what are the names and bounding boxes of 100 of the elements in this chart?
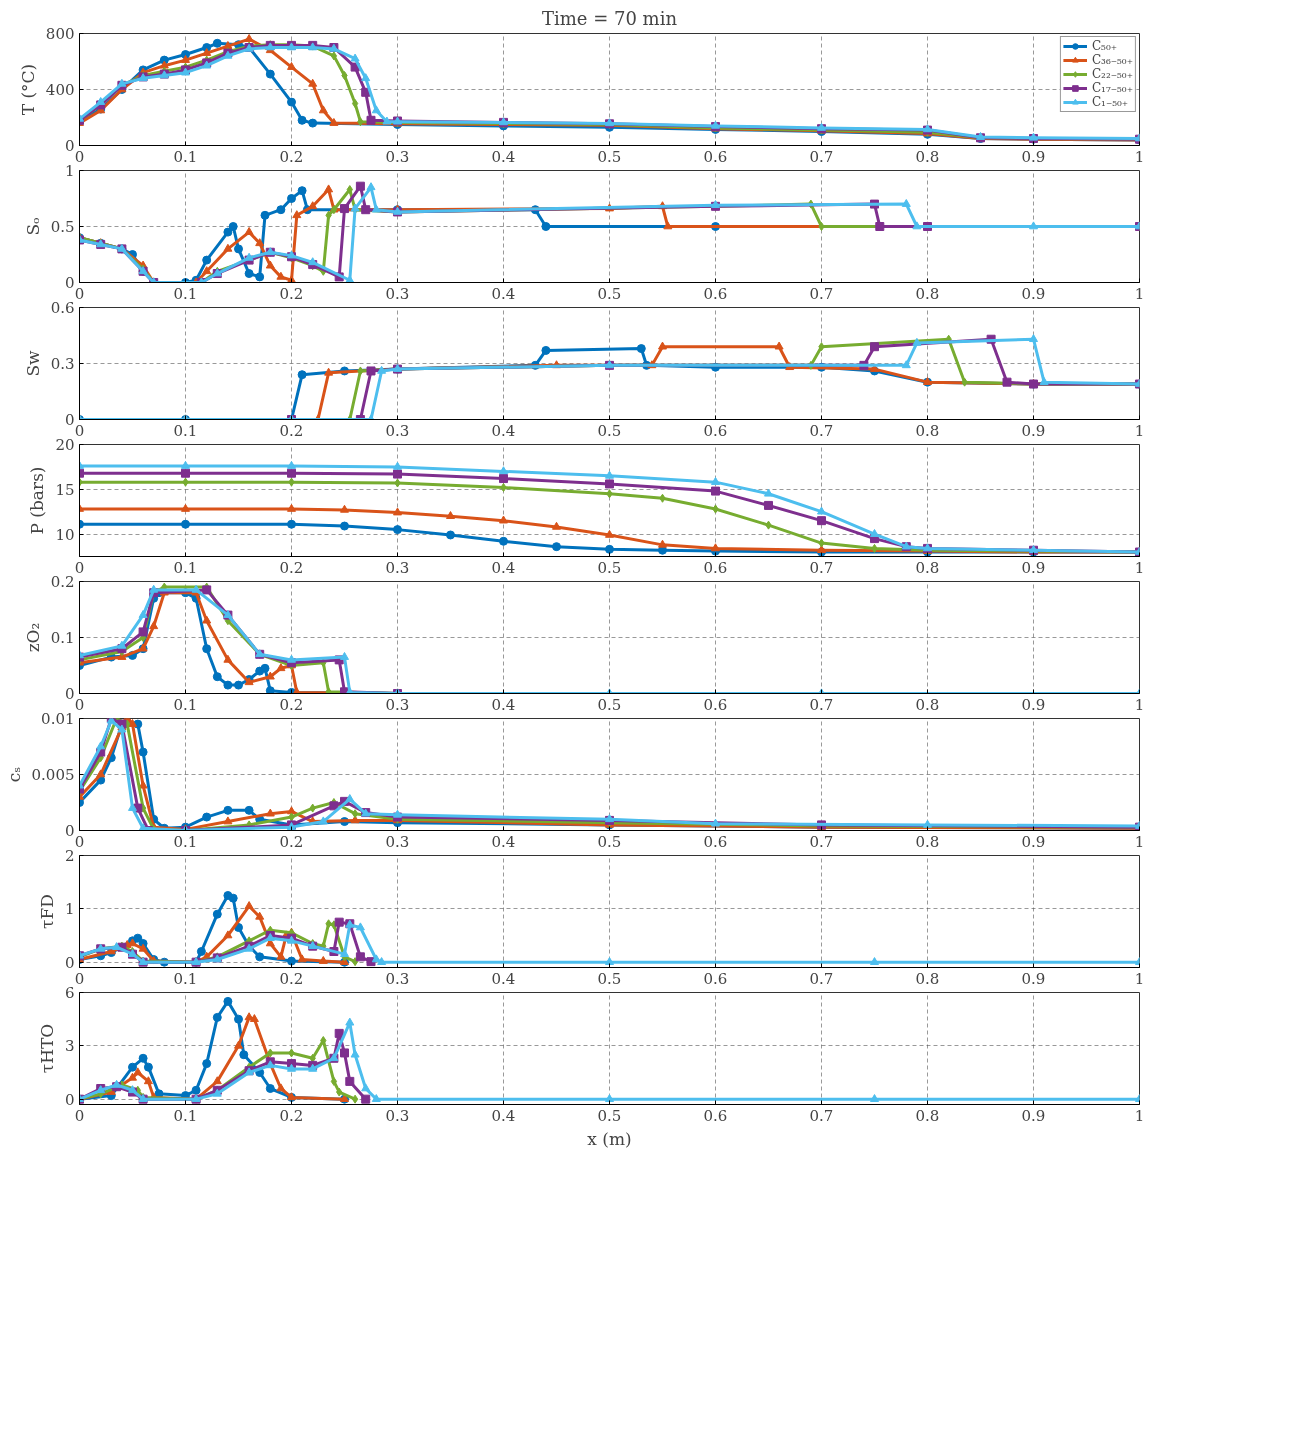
x-tick-label: 1 <box>1134 284 1145 303</box>
x-tick-label: 0.1 <box>173 1106 198 1125</box>
x-tick-label: 1 <box>1134 421 1145 440</box>
x-tick-label: 0.8 <box>915 421 940 440</box>
y-tick-label: 0.5 <box>50 218 75 236</box>
x-tick-label: 0.9 <box>1021 695 1046 714</box>
y-tick-label: 800 <box>45 25 75 43</box>
x-tick-label: 0.7 <box>809 421 834 440</box>
y-tick-label: 0.3 <box>50 355 75 373</box>
x-tick-label: 0.4 <box>491 147 516 166</box>
legend-label: C₃₆₋₅₀₊ <box>1091 53 1133 67</box>
x-tick-label: 1 <box>1134 969 1145 988</box>
x-tick-label: 0.3 <box>385 1106 410 1125</box>
y-axis-title: P (bars) <box>27 466 48 535</box>
x-tick-label: 0.7 <box>809 284 834 303</box>
x-tick-label: 0.6 <box>703 421 728 440</box>
y-tick-label: 0.1 <box>50 629 75 647</box>
x-tick-label: 0.1 <box>173 695 198 714</box>
x-tick-label: 0.1 <box>173 147 198 166</box>
x-tick-label: 0.2 <box>279 284 304 303</box>
x-tick-label: 0.5 <box>597 1106 622 1125</box>
x-tick-label: 0.8 <box>915 284 940 303</box>
x-tick-label: 1 <box>1134 147 1145 166</box>
x-tick-label: 0.3 <box>385 558 410 577</box>
x-tick-label: 0.8 <box>915 695 940 714</box>
x-tick-label: 0.8 <box>915 558 940 577</box>
x-tick-label: 0.9 <box>1021 832 1046 851</box>
x-tick-label: 1 <box>1134 695 1145 714</box>
y-tick-label: 0.01 <box>41 710 75 728</box>
chart-title: Time = 70 min <box>541 7 678 29</box>
y-tick-label: 15 <box>55 480 75 499</box>
y-tick-label: 2 <box>64 847 75 865</box>
y-tick-label: 10 <box>55 525 75 544</box>
x-tick-label: 0.4 <box>491 284 516 303</box>
x-tick-label: 0.6 <box>703 832 728 851</box>
x-tick-label: 0.7 <box>809 1106 834 1125</box>
x-tick-label: 0.6 <box>703 1106 728 1125</box>
x-tick-label: 0.1 <box>173 558 198 577</box>
x-tick-label: 0.2 <box>279 695 304 714</box>
x-tick-label: 0.5 <box>597 832 622 851</box>
x-tick-label: 0.2 <box>279 1106 304 1125</box>
y-axis-title: cₛ <box>3 766 24 783</box>
x-tick-label: 0.9 <box>1021 284 1046 303</box>
x-tick-label: 0.6 <box>703 284 728 303</box>
y-axis-title: Sₒ <box>22 217 43 236</box>
y-axis-title: τFD <box>36 894 57 929</box>
x-tick-label: 0.8 <box>915 1106 940 1125</box>
x-tick-label: 0.5 <box>597 969 622 988</box>
x-tick-label: 0.3 <box>385 969 410 988</box>
x-tick-label: 0.4 <box>491 558 516 577</box>
x-tick-label: 0.3 <box>385 832 410 851</box>
x-tick-label: 0.3 <box>385 284 410 303</box>
x-tick-label: 0.6 <box>703 558 728 577</box>
x-tick-label: 0.6 <box>703 147 728 166</box>
x-tick-label: 0.2 <box>279 558 304 577</box>
x-tick-label: 0.2 <box>279 969 304 988</box>
x-tick-label: 0.8 <box>915 147 940 166</box>
x-tick-label: 0.2 <box>279 832 304 851</box>
x-tick-label: 0.1 <box>173 969 198 988</box>
y-axis-title: T (°C) <box>17 63 38 116</box>
y-axis-title: zO₂ <box>22 622 43 653</box>
x-tick-label: 0.9 <box>1021 421 1046 440</box>
x-tick-label: 0.5 <box>597 147 622 166</box>
y-tick-label: 0.005 <box>31 766 75 784</box>
y-tick-label: 1 <box>64 162 75 180</box>
x-tick-label: 0.8 <box>915 832 940 851</box>
x-tick-label: 0.5 <box>597 558 622 577</box>
y-tick-label: 6 <box>64 984 75 1002</box>
x-tick-label: 0.9 <box>1021 969 1046 988</box>
x-tick-label: 0.7 <box>809 832 834 851</box>
x-tick-label: 0.4 <box>491 421 516 440</box>
legend-label: C₂₂₋₅₀₊ <box>1091 67 1133 81</box>
x-tick-label: 0.1 <box>173 421 198 440</box>
x-tick-label: 0.7 <box>809 558 834 577</box>
x-tick-label: 0.2 <box>279 147 304 166</box>
x-tick-label: 0.1 <box>173 284 198 303</box>
x-tick-label: 0.4 <box>491 695 516 714</box>
x-tick-label: 0.6 <box>703 695 728 714</box>
y-tick-label: 0 <box>64 953 75 972</box>
x-tick-label: 0.3 <box>385 147 410 166</box>
x-tick-label: 0.9 <box>1021 558 1046 577</box>
y-axis-title: τHTO <box>36 1023 57 1074</box>
y-tick-label: 400 <box>45 81 75 99</box>
x-tick-label: 1 <box>1134 558 1145 577</box>
x-tick-label: 0.7 <box>809 969 834 988</box>
x-tick-label: 0.6 <box>703 969 728 988</box>
legend-label: C₅₀₊ <box>1091 39 1118 53</box>
y-tick-label: 20 <box>55 436 75 454</box>
y-tick-label: 0.6 <box>50 299 75 317</box>
x-tick-label: 0.5 <box>597 695 622 714</box>
x-tick-label: 0.4 <box>491 832 516 851</box>
x-tick-label: 0.2 <box>279 421 304 440</box>
x-tick-label: 0.5 <box>597 421 622 440</box>
x-tick-label: 0.8 <box>915 969 940 988</box>
y-tick-label: 1 <box>64 900 75 919</box>
y-tick-label: 0.2 <box>50 573 75 591</box>
x-tick-label: 1 <box>1134 832 1145 851</box>
x-tick-label: 1 <box>1134 1106 1145 1125</box>
x-tick-label: 0.9 <box>1021 147 1046 166</box>
legend-label: C₁₇₋₅₀₊ <box>1091 81 1133 95</box>
